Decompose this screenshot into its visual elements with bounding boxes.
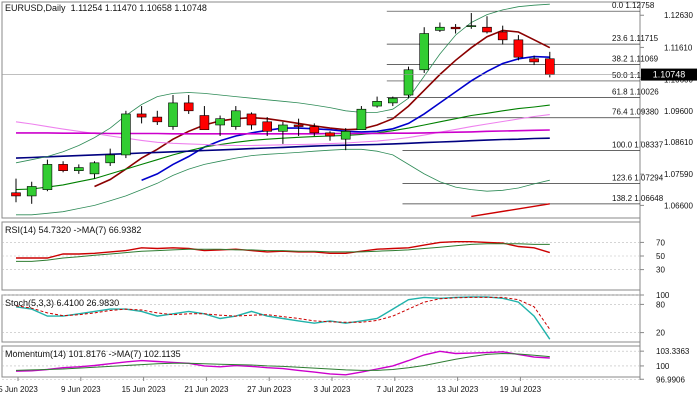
- momentum-tick-label: 103.3363: [656, 347, 690, 356]
- x-tick-label: 13 Jul 2023: [437, 385, 479, 394]
- fib-level-label: 50.0 1.10547: [612, 71, 659, 80]
- bullish-candle: [435, 26, 445, 31]
- bearish-candle: [183, 102, 194, 112]
- momentum-tick-label: 100: [656, 362, 670, 371]
- x-tick-label: 9 Jun 2023: [61, 385, 101, 394]
- stoch-tick-label: 20: [656, 329, 665, 338]
- bullish-candle: [121, 113, 131, 156]
- bearish-candle: [11, 192, 21, 197]
- rsi-tick-label: 50: [656, 252, 665, 261]
- price-tick-label: 1.07590: [664, 170, 693, 179]
- fib-level-label: 38.2 1.11069: [612, 54, 659, 63]
- fib-level-label: 138.2 1.06648: [612, 194, 664, 203]
- price-tick-label: 1.09600: [664, 107, 693, 116]
- bearish-candle: [497, 31, 508, 41]
- bullish-candle: [74, 167, 84, 172]
- bollinger-lower-line: [16, 148, 550, 216]
- bullish-candle: [168, 102, 178, 127]
- bearish-candle: [58, 164, 68, 172]
- bullish-candle: [105, 154, 115, 164]
- bullish-candle: [340, 130, 351, 140]
- extension-line: [471, 203, 550, 218]
- bullish-candle: [231, 110, 241, 127]
- x-tick-label: 21 Jun 2023: [184, 385, 229, 394]
- momentum-series-line: [15, 352, 550, 371]
- x-tick-label: 15 Jun 2023: [122, 385, 167, 394]
- bullish-candle: [372, 101, 382, 107]
- bullish-candle: [466, 25, 477, 27]
- bearish-candle: [325, 132, 335, 137]
- x-tick-label: 7 Jul 2023: [376, 385, 413, 394]
- stoch-series-line: [15, 296, 551, 330]
- fib-level-label: 23.6 1.11715: [612, 34, 659, 43]
- bearish-candle: [513, 39, 524, 58]
- bollinger-upper-line: [15, 3, 550, 164]
- price-tick-label: 1.06600: [664, 201, 693, 210]
- bearish-candle: [199, 115, 210, 131]
- bearish-candle: [262, 121, 273, 132]
- bullish-candle: [215, 118, 225, 126]
- bearish-candle: [450, 26, 461, 30]
- bearish-candle: [309, 126, 320, 134]
- bearish-candle: [482, 26, 492, 33]
- momentum-tick-label: 96.9906: [656, 375, 685, 384]
- stoch-tick-label: 100: [656, 291, 670, 300]
- violet-ma-line: [15, 114, 550, 147]
- bullish-candle: [387, 97, 398, 104]
- price-header: EURUSD,Daily 1.11254 1.11470 1.10658 1.1…: [5, 3, 207, 13]
- bearish-candle: [529, 58, 539, 63]
- x-tick-label: 5 Jun 2023: [0, 385, 38, 394]
- stoch-tick-label: 80: [656, 300, 665, 309]
- symbol-label: EURUSD: [5, 3, 44, 13]
- last-price-box: [641, 68, 697, 81]
- stoch-label: Stoch(5,3,3) 6.4100 26.9830: [5, 298, 120, 308]
- bullish-candle: [419, 33, 430, 71]
- bearish-candle: [136, 113, 147, 118]
- price-tick-label: 1.08610: [664, 138, 693, 147]
- rsi-tick-label: 70: [656, 238, 665, 247]
- bearish-candle: [246, 113, 257, 126]
- rsi-series-line: [16, 240, 551, 259]
- x-tick-label: 27 Jun 2023: [247, 385, 292, 394]
- red-ma-line: [94, 29, 551, 188]
- timeframe-label: Daily: [45, 3, 66, 13]
- x-tick-label: 19 Jul 2023: [500, 385, 542, 394]
- momentum-series-line: [15, 350, 550, 376]
- price-tick-label: 1.12630: [664, 11, 693, 20]
- bullish-candle: [26, 186, 37, 197]
- navy-ma-line: [15, 137, 550, 159]
- momentum-label: Momentum(14) 101.8176 ->MA(7) 102.1135: [5, 349, 181, 359]
- rsi-series-line: [16, 243, 550, 262]
- x-tick-label: 3 Jul 2023: [314, 385, 351, 394]
- last-price-label: 1.10748: [653, 70, 686, 80]
- bullish-candle: [278, 124, 288, 132]
- bullish-candle: [356, 108, 367, 131]
- fib-level-label: 123.6 1.07294: [612, 174, 664, 183]
- fib-level-label: 100.0 1.08337: [612, 141, 664, 150]
- bullish-candle: [42, 164, 53, 190]
- bullish-candle: [403, 69, 414, 96]
- bearish-candle: [293, 124, 304, 127]
- price-tick-label: 1.11610: [664, 43, 693, 52]
- bearish-candle: [544, 58, 555, 75]
- ohlc-label: 1.11254 1.11470 1.10658 1.10748: [70, 3, 207, 13]
- fib-level-label: 76.4 1.09380: [612, 108, 659, 117]
- fib-level-label: 0.0 1.12758: [612, 1, 655, 10]
- rsi-label: RSI(14) 54.7320 ->MA(7) 66.9382: [5, 225, 142, 235]
- bearish-candle: [152, 116, 163, 123]
- rsi-tick-label: 30: [656, 266, 665, 275]
- fib-level-label: 61.8 1.10026: [612, 87, 659, 96]
- bullish-candle: [89, 162, 100, 175]
